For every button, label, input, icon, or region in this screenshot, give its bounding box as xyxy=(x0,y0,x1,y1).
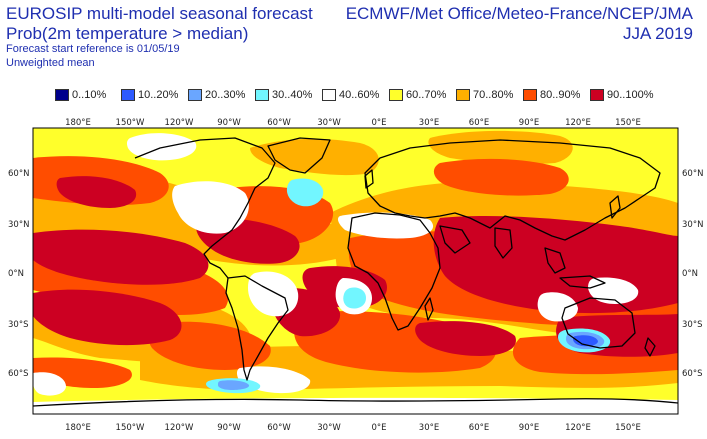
legend-swatch-3 xyxy=(255,89,269,101)
lon-label: 150°E xyxy=(615,118,641,128)
lon-label: 90°W xyxy=(217,118,241,128)
lon-label: 120°W xyxy=(165,118,194,128)
lon-label: 30°W xyxy=(317,423,341,433)
lat-label: 30°N xyxy=(682,220,703,230)
lon-label: 60°W xyxy=(267,118,291,128)
probability-field xyxy=(33,128,678,414)
map-title-line-2: Prob(2m temperature > median) xyxy=(6,24,249,43)
bottom-longitude-labels: 180°E 150°W 120°W 90°W 60°W 30°W 0°E 30°… xyxy=(65,423,641,433)
right-latitude-labels: 60°N 30°N 0°N 30°S 60°S xyxy=(682,169,703,379)
lon-label: 30°E xyxy=(419,423,439,433)
lat-label: 30°N xyxy=(8,220,29,230)
legend-swatch-4 xyxy=(322,89,336,101)
top-longitude-labels: 180°E 150°W 120°W 90°W 60°W 30°W 0°E 30°… xyxy=(65,118,641,128)
lon-label: 60°W xyxy=(267,423,291,433)
legend-item: 60..70% xyxy=(389,88,446,102)
probability-legend: 0..10% 10..20% 20..30% 30..40% 40..60% 6… xyxy=(0,88,707,104)
lon-label: 120°E xyxy=(565,423,591,433)
legend-swatch-5 xyxy=(389,89,403,101)
lon-label: 90°E xyxy=(519,423,539,433)
legend-item: 40..60% xyxy=(322,88,379,102)
lat-label: 60°S xyxy=(682,369,702,379)
lon-label: 180°E xyxy=(65,118,91,128)
lon-label: 120°E xyxy=(565,118,591,128)
lon-label: 180°E xyxy=(65,423,91,433)
lat-label: 60°N xyxy=(682,169,703,179)
lat-label: 60°N xyxy=(8,169,29,179)
lon-label: 120°W xyxy=(165,423,194,433)
legend-swatch-6 xyxy=(456,89,470,101)
legend-item: 20..30% xyxy=(188,88,245,102)
legend-item: 10..20% xyxy=(121,88,178,102)
lon-label: 30°E xyxy=(419,118,439,128)
lon-label: 30°W xyxy=(317,118,341,128)
legend-label: 80..90% xyxy=(540,89,581,101)
lon-label: 90°W xyxy=(217,423,241,433)
legend-label: 20..30% xyxy=(205,89,246,101)
lon-label: 150°W xyxy=(116,423,145,433)
lon-label: 90°E xyxy=(519,118,539,128)
legend-label: 10..20% xyxy=(138,89,179,101)
legend-label: 90..100% xyxy=(607,89,654,101)
lon-label: 60°E xyxy=(469,423,489,433)
probability-map: 180°E 150°W 120°W 90°W 60°W 30°W 0°E 30°… xyxy=(8,118,703,433)
left-latitude-labels: 60°N 30°N 0°N 30°S 60°S xyxy=(8,169,29,379)
forecast-start-reference: Forecast start reference is 01/05/19 xyxy=(6,43,180,55)
lat-label: 60°S xyxy=(8,369,28,379)
legend-item: 70..80% xyxy=(456,88,513,102)
lon-label: 150°W xyxy=(116,118,145,128)
map-title-line-1: EUROSIP multi-model seasonal forecast xyxy=(6,4,313,23)
legend-swatch-8 xyxy=(590,89,604,101)
source-credit: ECMWF/Met Office/Meteo-France/NCEP/JMA xyxy=(345,4,693,23)
legend-label: 40..60% xyxy=(339,89,380,101)
legend-label: 70..80% xyxy=(473,89,514,101)
legend-label: 0..10% xyxy=(72,89,107,101)
lon-label: 150°E xyxy=(615,423,641,433)
legend-swatch-2 xyxy=(188,89,202,101)
legend-swatch-1 xyxy=(121,89,135,101)
lat-label: 0°N xyxy=(8,269,24,279)
weighting-note: Unweighted mean xyxy=(6,57,95,69)
lat-label: 0°N xyxy=(682,269,698,279)
forecast-season: JJA 2019 xyxy=(623,24,693,43)
legend-item: 80..90% xyxy=(523,88,580,102)
legend-item: 30..40% xyxy=(255,88,312,102)
legend-swatch-0 xyxy=(55,89,69,101)
legend-swatch-7 xyxy=(523,89,537,101)
legend-item: 0..10% xyxy=(55,88,106,102)
map-border xyxy=(32,127,679,415)
legend-label: 60..70% xyxy=(406,89,447,101)
lon-label: 0°E xyxy=(371,423,386,433)
lat-label: 30°S xyxy=(8,320,28,330)
lon-label: 60°E xyxy=(469,118,489,128)
lat-label: 30°S xyxy=(682,320,702,330)
lon-label: 0°E xyxy=(371,118,386,128)
legend-label: 30..40% xyxy=(272,89,313,101)
legend-item: 90..100% xyxy=(590,88,653,102)
